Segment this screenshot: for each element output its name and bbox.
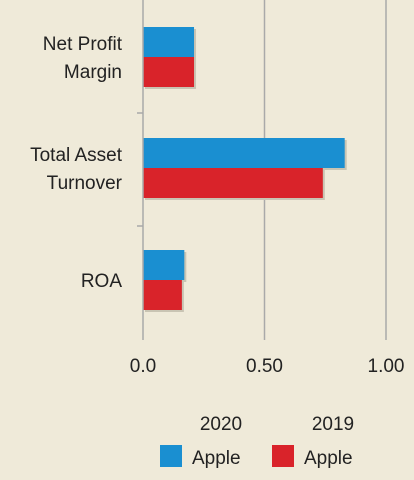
- bar-2020-0: [143, 27, 195, 57]
- category-label: Total Asset: [30, 145, 123, 166]
- bar-2020-2: [143, 250, 185, 280]
- category-label: Margin: [64, 62, 122, 83]
- category-label: Net Profit: [43, 34, 123, 55]
- labels-layer: Net Profit Margin Total Asset Turnover ROA 0.…: [30, 34, 404, 377]
- legend-year-label: 2020: [200, 414, 242, 435]
- x-tick-label: 1.00: [368, 356, 405, 377]
- legend: 2020 Apple 2019 Apple: [160, 414, 354, 469]
- legend-year-label: 2019: [312, 414, 354, 435]
- bar-2020-1: [143, 138, 345, 168]
- x-tick-label: 0.0: [130, 356, 156, 377]
- bars-layer: [143, 27, 347, 312]
- legend-swatch: [160, 445, 182, 467]
- axis-layer: [137, 0, 144, 340]
- category-label: ROA: [81, 271, 123, 292]
- legend-swatch: [272, 445, 294, 467]
- legend-series-label: Apple: [192, 448, 241, 469]
- legend-series-label: Apple: [304, 448, 353, 469]
- bar-2019-2: [143, 280, 182, 310]
- category-label: Turnover: [47, 173, 123, 194]
- bar-2019-0: [143, 57, 195, 87]
- bar-2019-1: [143, 168, 323, 198]
- x-tick-label: 0.50: [246, 356, 283, 377]
